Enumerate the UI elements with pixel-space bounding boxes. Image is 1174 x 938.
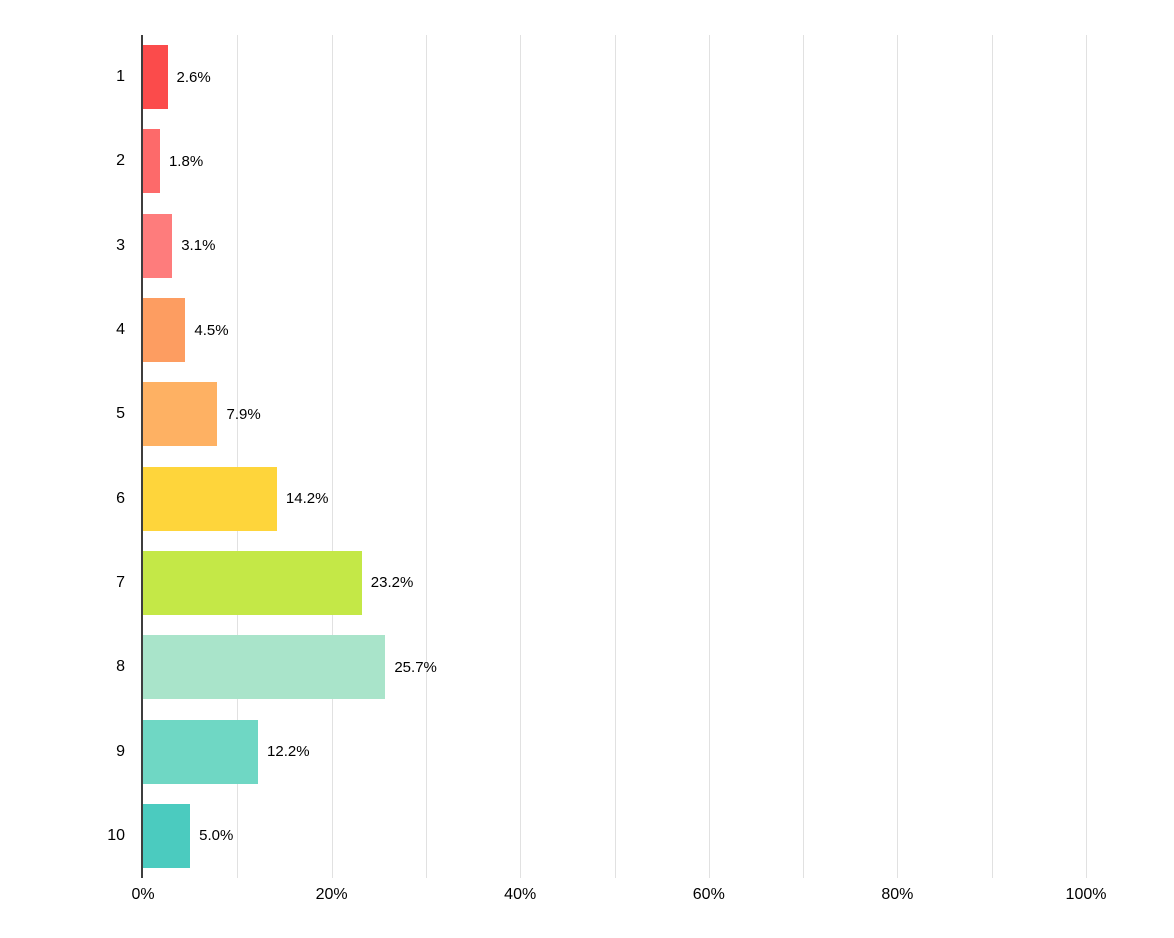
bar-row-6: 6 14.2% (116, 457, 1086, 541)
category-label-6: 6 (116, 489, 125, 507)
category-label-3: 3 (116, 236, 125, 254)
bar-9 (143, 719, 259, 784)
bar-1 (143, 45, 168, 110)
category-label-1: 1 (116, 68, 125, 86)
x-tick-label-20%: 20% (315, 886, 348, 903)
bar-row-5: 5 7.9% (116, 372, 1086, 456)
bar-7 (143, 550, 362, 615)
gridline-30 (425, 35, 427, 878)
bar-3 (143, 213, 173, 278)
category-label-2: 2 (116, 152, 125, 170)
gridline-100 (1086, 35, 1087, 878)
value-label-5: 7.9% (226, 405, 261, 423)
bar-row-2: 2 1.8% (116, 119, 1086, 203)
category-label-5: 5 (116, 405, 125, 423)
bar-2 (143, 129, 160, 194)
value-label-3: 3.1% (181, 237, 216, 255)
category-label-7: 7 (116, 573, 125, 591)
bar-row-3: 3 3.1% (116, 204, 1086, 288)
x-tick-label-100%: 100% (1065, 886, 1107, 903)
bar-row-1: 1 2.6% (116, 35, 1086, 119)
value-label-4: 4.5% (194, 321, 229, 339)
x-tick-label-0%: 0% (131, 886, 155, 903)
bar-4 (143, 298, 186, 363)
category-label-4: 4 (116, 321, 125, 339)
x-tick-label-80%: 80% (881, 886, 914, 903)
bar-row-4: 4 4.5% (116, 288, 1086, 372)
category-label-8: 8 (116, 658, 125, 676)
x-axis: 0% 20% 40% 60% 80% 100% (131, 886, 1106, 910)
gridline-80 (897, 35, 899, 878)
value-label-6: 14.2% (285, 490, 329, 508)
value-label-9: 12.2% (267, 743, 310, 761)
gridline-10 (237, 35, 239, 878)
y-axis-line (141, 35, 143, 878)
x-tick-label-40%: 40% (504, 886, 537, 903)
value-label-8: 25.7% (394, 658, 437, 676)
value-label-1: 2.6% (176, 68, 211, 86)
bar-6 (143, 466, 277, 531)
plot-area: 1 2.6% 2 1.8% 3 3.1% 4 4.5% 5 7.9% 6 14.2% 7 23.2% 8 25… (107, 35, 1087, 878)
category-label-10: 10 (107, 826, 125, 844)
x-tick-label-60%: 60% (692, 886, 725, 903)
bar-row-10: 10 5.0% (107, 794, 1086, 878)
category-label-9: 9 (116, 742, 125, 760)
gridline-40 (520, 35, 522, 878)
bar-row-9: 9 12.2% (116, 709, 1086, 793)
value-label-7: 23.2% (370, 574, 414, 592)
bar-10 (143, 803, 191, 868)
gridline-90 (991, 35, 993, 878)
gridline-50 (614, 35, 616, 878)
bar-5 (143, 382, 218, 447)
gridline-60 (708, 35, 710, 878)
bar-row-7: 7 23.2% (116, 541, 1086, 625)
gridline-20 (331, 35, 333, 878)
value-label-10: 5.0% (199, 827, 234, 845)
bar-row-8: 8 25.7% (116, 625, 1086, 709)
bar-8 (143, 635, 386, 700)
value-label-2: 1.8% (168, 152, 204, 170)
gridline-70 (803, 35, 805, 878)
